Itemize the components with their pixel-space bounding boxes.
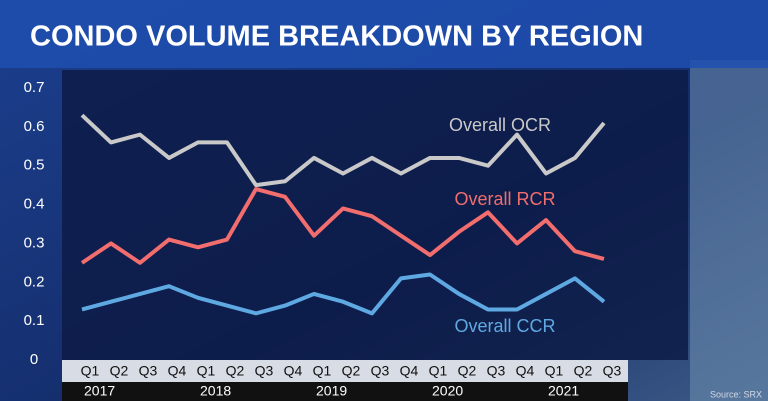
y-tick-label: 0.2: [24, 273, 45, 290]
y-tick-label: 0.7: [24, 79, 45, 96]
quarter-band: [62, 360, 628, 382]
chart-title: CONDO VOLUME BREAKDOWN BY REGION: [30, 21, 643, 53]
year-label: 2020: [432, 383, 463, 399]
x-tick-label: Q2: [342, 363, 361, 379]
y-tick-label: 0.4: [24, 196, 45, 213]
series-label: Overall RCR: [454, 189, 555, 209]
x-tick-label: Q3: [139, 363, 158, 379]
x-tick-label: Q2: [226, 363, 245, 379]
photo-backdrop: [690, 60, 768, 401]
source-note: Source: SRX: [710, 389, 762, 399]
y-tick-label: 0: [30, 351, 38, 368]
y-tick-label: 0.3: [24, 234, 45, 251]
series-label: Overall OCR: [449, 115, 551, 135]
x-tick-label: Q3: [603, 363, 622, 379]
x-tick-label: Q4: [168, 363, 187, 379]
y-tick-label: 0.6: [24, 118, 45, 135]
year-label: 2017: [84, 383, 115, 399]
x-tick-label: Q2: [110, 363, 129, 379]
x-tick-label: Q1: [313, 363, 332, 379]
x-tick-label: Q3: [487, 363, 506, 379]
series-line: [80, 187, 605, 265]
x-tick-label: Q3: [255, 363, 274, 379]
x-tick-label: Q1: [197, 363, 216, 379]
x-tick-label: Q4: [516, 363, 535, 379]
x-tick-label: Q1: [545, 363, 564, 379]
x-tick-label: Q2: [574, 363, 593, 379]
x-tick-label: Q4: [400, 363, 419, 379]
series-label: Overall CCR: [454, 316, 555, 336]
x-tick-label: Q4: [284, 363, 303, 379]
x-tick-label: Q1: [429, 363, 448, 379]
x-tick-label: Q3: [371, 363, 390, 379]
x-tick-label: Q2: [458, 363, 477, 379]
year-band: [62, 382, 628, 401]
y-tick-label: 0.1: [24, 312, 45, 329]
year-label: 2021: [548, 383, 579, 399]
year-label: 2019: [316, 383, 347, 399]
title-bar: [0, 0, 768, 68]
y-tick-label: 0.5: [24, 157, 45, 174]
series-line: [80, 113, 606, 188]
series-line: [81, 272, 606, 316]
year-label: 2018: [200, 383, 231, 399]
x-tick-label: Q1: [81, 363, 100, 379]
plot-area: [62, 70, 688, 360]
